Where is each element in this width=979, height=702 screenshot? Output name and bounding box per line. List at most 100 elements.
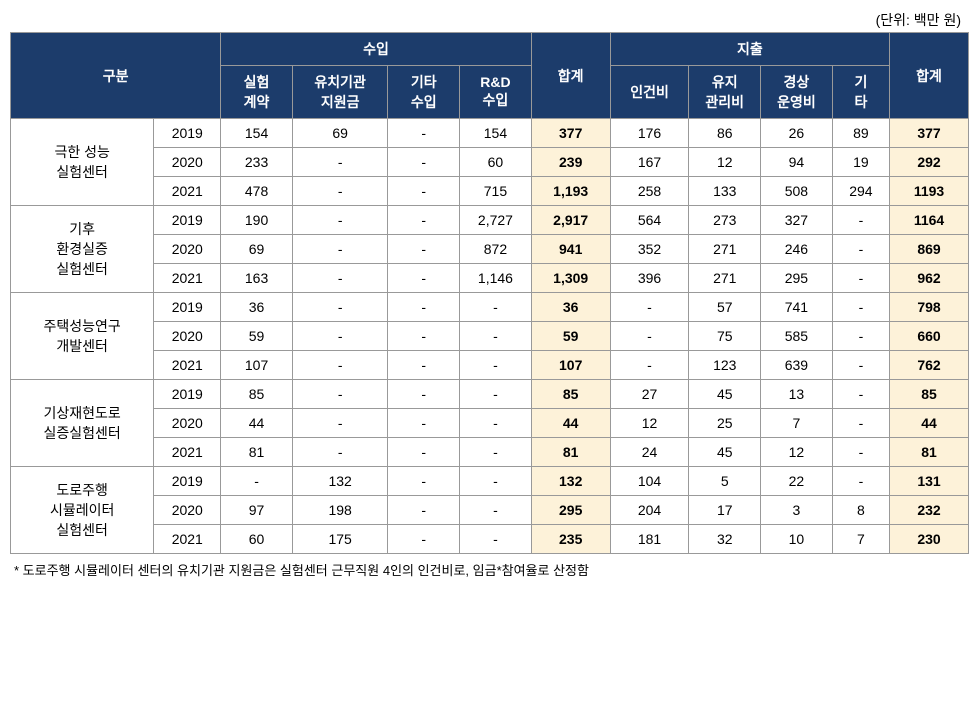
cell-ex1: 104 (610, 467, 689, 496)
cell-ex2: 12 (689, 148, 761, 177)
cell-year: 2021 (154, 438, 221, 467)
cell-sum_in: 941 (531, 235, 610, 264)
cell-in4: 154 (460, 119, 532, 148)
cell-in3: - (388, 148, 460, 177)
header-expense: 지출 (610, 33, 889, 66)
category-cell: 극한 성능실험센터 (11, 119, 154, 206)
cell-sum_ex: 230 (890, 525, 969, 554)
cell-in4: 2,727 (460, 206, 532, 235)
cell-in2: - (292, 235, 388, 264)
cell-in1: 97 (221, 496, 293, 525)
cell-sum_in: 36 (531, 293, 610, 322)
cell-ex1: 564 (610, 206, 689, 235)
cell-sum_ex: 85 (890, 380, 969, 409)
cell-in4: - (460, 409, 532, 438)
cell-sum_in: 132 (531, 467, 610, 496)
cell-in3: - (388, 525, 460, 554)
cell-in4: 1,146 (460, 264, 532, 293)
cell-sum_ex: 81 (890, 438, 969, 467)
cell-in2: - (292, 264, 388, 293)
cell-ex3: 22 (761, 467, 833, 496)
cell-ex4: - (832, 409, 889, 438)
cell-in2: - (292, 438, 388, 467)
cell-ex4: - (832, 467, 889, 496)
cell-in4: - (460, 351, 532, 380)
cell-year: 2019 (154, 467, 221, 496)
cell-in4: 872 (460, 235, 532, 264)
cell-ex3: 10 (761, 525, 833, 554)
cell-in1: - (221, 467, 293, 496)
cell-in1: 59 (221, 322, 293, 351)
cell-year: 2019 (154, 206, 221, 235)
cell-ex1: - (610, 351, 689, 380)
cell-year: 2019 (154, 119, 221, 148)
unit-label: (단위: 백만 원) (10, 10, 969, 30)
cell-sum_ex: 660 (890, 322, 969, 351)
cell-in3: - (388, 206, 460, 235)
cell-year: 2020 (154, 235, 221, 264)
cell-ex1: 24 (610, 438, 689, 467)
cell-ex2: 271 (689, 264, 761, 293)
cell-sum_ex: 1164 (890, 206, 969, 235)
cell-in3: - (388, 293, 460, 322)
cell-ex4: 7 (832, 525, 889, 554)
cell-sum_ex: 1193 (890, 177, 969, 206)
cell-ex3: 508 (761, 177, 833, 206)
cell-in2: 132 (292, 467, 388, 496)
cell-sum_in: 81 (531, 438, 610, 467)
cell-in1: 85 (221, 380, 293, 409)
cell-ex4: - (832, 380, 889, 409)
table-row: 202160175--23518132107230 (11, 525, 969, 554)
cell-ex1: - (610, 293, 689, 322)
footnote: * 도로주행 시뮬레이터 센터의 유치기관 지원금은 실험센터 근무직원 4인의… (10, 560, 969, 579)
category-cell: 기상재현도로실증실험센터 (11, 380, 154, 467)
cell-in1: 233 (221, 148, 293, 177)
cell-sum_in: 1,193 (531, 177, 610, 206)
cell-in2: - (292, 351, 388, 380)
cell-ex2: 86 (689, 119, 761, 148)
financial-table: 구분 수입 합계 지출 합계 실험계약 유치기관지원금 기타수입 R&D수입 인… (10, 32, 969, 554)
cell-ex2: 133 (689, 177, 761, 206)
cell-year: 2019 (154, 293, 221, 322)
cell-in1: 163 (221, 264, 293, 293)
header-category: 구분 (11, 33, 221, 119)
cell-in4: 715 (460, 177, 532, 206)
cell-ex2: 123 (689, 351, 761, 380)
header-other-income: 기타수입 (388, 66, 460, 119)
cell-in3: - (388, 235, 460, 264)
cell-in4: - (460, 293, 532, 322)
table-row: 극한 성능실험센터201915469-154377176862689377 (11, 119, 969, 148)
cell-in1: 60 (221, 525, 293, 554)
header-other-expense: 기타 (832, 66, 889, 119)
cell-ex3: 741 (761, 293, 833, 322)
cell-ex2: 273 (689, 206, 761, 235)
cell-ex3: 246 (761, 235, 833, 264)
cell-year: 2020 (154, 148, 221, 177)
cell-ex2: 45 (689, 380, 761, 409)
cell-in4: - (460, 438, 532, 467)
cell-ex4: 8 (832, 496, 889, 525)
cell-in1: 154 (221, 119, 293, 148)
cell-ex4: - (832, 293, 889, 322)
cell-ex3: 7 (761, 409, 833, 438)
cell-in2: 198 (292, 496, 388, 525)
cell-sum_in: 44 (531, 409, 610, 438)
cell-in2: - (292, 380, 388, 409)
cell-sum_ex: 292 (890, 148, 969, 177)
cell-year: 2021 (154, 264, 221, 293)
cell-ex1: 352 (610, 235, 689, 264)
cell-sum_in: 59 (531, 322, 610, 351)
cell-ex2: 271 (689, 235, 761, 264)
category-cell: 기후환경실증실험센터 (11, 206, 154, 293)
cell-sum_in: 295 (531, 496, 610, 525)
cell-in2: - (292, 148, 388, 177)
header-labor: 인건비 (610, 66, 689, 119)
cell-sum_in: 107 (531, 351, 610, 380)
cell-in1: 44 (221, 409, 293, 438)
cell-sum_ex: 44 (890, 409, 969, 438)
cell-in3: - (388, 322, 460, 351)
table-row: 2021107---107-123639-762 (11, 351, 969, 380)
category-cell: 주택성능연구개발센터 (11, 293, 154, 380)
cell-ex3: 26 (761, 119, 833, 148)
header-rnd-income: R&D수입 (460, 66, 532, 119)
